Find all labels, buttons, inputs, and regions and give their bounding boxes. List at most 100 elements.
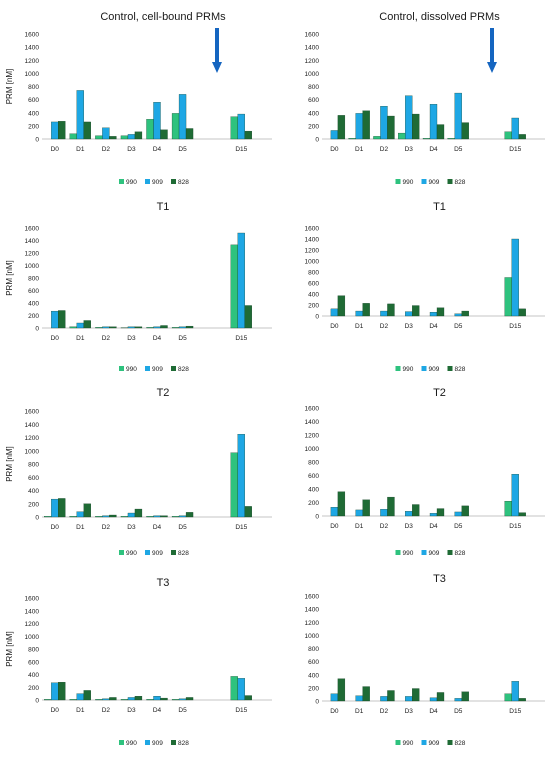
y-tick-label: 1400: [25, 45, 40, 52]
bar-990-D2: [95, 699, 103, 701]
bar-990-D0: [44, 699, 52, 701]
arrow-head: [212, 62, 222, 73]
legend-label-909: 909: [429, 179, 440, 186]
y-tick-label: 400: [308, 487, 319, 494]
y-tick-label: 1200: [305, 248, 320, 255]
bar-828-D3: [412, 113, 420, 140]
legend: 990 909 828: [395, 740, 466, 747]
x-tick-label: D2: [380, 523, 389, 530]
legend-label-828: 828: [178, 550, 189, 557]
bar-828-D2: [387, 303, 395, 317]
chart-title: T1: [157, 201, 170, 213]
bar-909-D5: [178, 515, 187, 518]
bar-828-D15: [518, 698, 526, 702]
x-tick-label: D15: [235, 707, 247, 714]
y-tick-label: 200: [308, 500, 319, 507]
bar-990-D2: [95, 327, 103, 329]
bar-990-D15: [504, 693, 512, 702]
chart-panel-5: T2 PRM [nM] 0 200 400 600 800 1000 1200 1400 1600 D…: [5, 387, 272, 557]
bar-909-D1: [355, 509, 363, 517]
legend-swatch-909: [421, 366, 427, 371]
legend-swatch-828: [447, 740, 453, 745]
bar-828-D5: [461, 505, 469, 517]
bar-990-D5: [447, 138, 455, 140]
bar-990-D2: [95, 135, 103, 140]
bar-828-D0: [58, 310, 66, 329]
bar-909-D0: [51, 310, 59, 329]
bar-909-D15: [511, 117, 519, 140]
bar-990-D3: [398, 132, 406, 140]
bar-828-D3: [134, 131, 143, 140]
chart-title: T2: [433, 387, 446, 399]
y-tick-label: 1600: [305, 32, 320, 39]
y-tick-label: 600: [28, 475, 39, 482]
legend-swatch-909: [145, 179, 150, 184]
bar-990-D5: [171, 113, 180, 140]
bar-828-D15: [244, 506, 252, 518]
bar-909-D1: [76, 322, 84, 329]
bar-828-D2: [109, 514, 117, 518]
bar-828-D1: [362, 499, 370, 517]
y-tick-label: 1600: [25, 409, 40, 416]
bar-990-D1: [69, 516, 77, 518]
y-tick-label: 1400: [305, 607, 320, 614]
y-tick-label: 1200: [25, 251, 40, 258]
bar-909-D1: [355, 695, 363, 702]
bar-909-D1: [76, 90, 84, 140]
legend-swatch-828: [171, 550, 176, 555]
y-axis-label: PRM [nM]: [5, 631, 14, 667]
x-tick-label: D5: [178, 707, 187, 714]
legend-swatch-990: [119, 740, 124, 745]
bar-909-D2: [380, 310, 388, 317]
x-tick-label: D2: [380, 146, 389, 153]
y-tick-label: 1000: [25, 263, 40, 270]
bar-828-D3: [412, 305, 420, 317]
y-tick-label: 1400: [305, 237, 320, 244]
y-tick-label: 1600: [25, 32, 40, 39]
bar-909-D3: [405, 95, 413, 140]
chart-panel-8: T3 0 200 400 600 800 1000 1200 1400 1600 D0 D1 D2 D3 D…: [305, 573, 545, 747]
y-axis-label: PRM [nM]: [5, 69, 14, 105]
bar-828-D2: [109, 697, 117, 701]
bar-828-D4: [160, 325, 168, 329]
bar-909-D0: [330, 693, 339, 702]
bar-828-D5: [185, 325, 194, 329]
legend-label-909: 909: [429, 740, 440, 747]
x-tick-label: D5: [454, 708, 463, 715]
y-tick-label: 1000: [305, 633, 320, 640]
legend-label-990: 990: [403, 740, 414, 747]
y-tick-label: 0: [315, 137, 319, 144]
bar-828-D2: [109, 326, 117, 329]
y-tick-label: 200: [28, 501, 39, 508]
y-tick-label: 1000: [25, 634, 40, 641]
y-tick-label: 400: [308, 110, 319, 117]
y-tick-label: 1000: [25, 71, 40, 78]
arrow-shaft: [215, 28, 219, 64]
y-tick-label: 1200: [305, 58, 320, 65]
bar-990-D4: [422, 138, 431, 140]
legend-label-990: 990: [126, 179, 137, 186]
chart-panel-6: T2 0 200 400 600 800 1000 1200 1400 1600 D0 D1 D2 D3 D…: [305, 387, 545, 557]
x-tick-label: D0: [51, 146, 60, 153]
bar-990-D4: [146, 119, 154, 140]
bar-909-D3: [405, 696, 413, 702]
legend-label-909: 909: [152, 179, 163, 186]
y-tick-label: 400: [308, 292, 319, 299]
legend-label-828: 828: [455, 366, 466, 373]
x-tick-label: D4: [429, 708, 438, 715]
bar-990-D4: [146, 327, 154, 329]
legend-swatch-909: [145, 740, 150, 745]
x-tick-label: D4: [153, 146, 162, 153]
legend-label-990: 990: [403, 179, 414, 186]
legend-swatch-909: [421, 179, 427, 184]
bar-909-D5: [454, 92, 462, 140]
legend-swatch-909: [421, 550, 427, 555]
bar-828-D4: [160, 515, 168, 518]
bar-909-D15: [511, 238, 519, 317]
y-tick-label: 800: [28, 462, 39, 469]
y-tick-label: 200: [308, 685, 319, 692]
chart-panel-2: Control, dissolved PRMs 0 200 400 600 800 1000…: [305, 11, 545, 186]
bar-828-D4: [436, 124, 445, 140]
chart-title: Control, cell-bound PRMs: [100, 11, 226, 23]
y-tick-label: 1400: [305, 45, 320, 52]
